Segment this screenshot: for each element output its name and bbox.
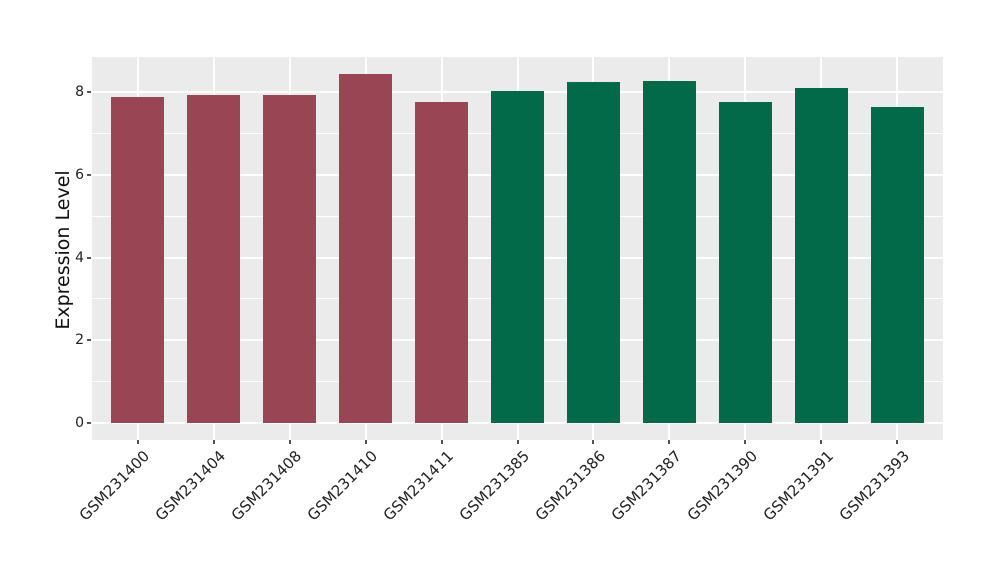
y-tick-mark xyxy=(87,91,91,94)
x-tick-label: GSM231386 xyxy=(531,447,610,525)
x-tick-label: GSM231385 xyxy=(455,447,534,525)
x-tick-label: GSM231400 xyxy=(75,447,154,525)
y-tick-mark xyxy=(87,339,91,342)
x-tick-label: GSM231393 xyxy=(835,447,914,525)
x-tick-label: GSM231408 xyxy=(227,447,306,525)
bar xyxy=(795,87,848,423)
x-tick-mark xyxy=(820,440,823,444)
y-tick-label: 0 xyxy=(75,414,84,431)
y-tick-label: 8 xyxy=(75,84,84,101)
bar xyxy=(491,90,544,423)
x-tick-mark xyxy=(212,440,215,444)
bar xyxy=(263,94,316,423)
bar xyxy=(339,73,392,423)
x-tick-label: GSM231391 xyxy=(759,447,838,525)
x-tick-label: GSM231390 xyxy=(683,447,762,525)
y-tick-mark xyxy=(87,256,91,259)
y-tick-mark xyxy=(87,421,91,424)
y-tick-label: 4 xyxy=(75,249,84,266)
x-tick-label: GSM231410 xyxy=(303,447,382,525)
x-tick-mark xyxy=(592,440,595,444)
bar xyxy=(643,80,696,423)
x-tick-label: GSM231411 xyxy=(379,447,458,525)
bar xyxy=(187,94,240,423)
x-tick-mark xyxy=(288,440,291,444)
bar xyxy=(415,102,468,423)
x-tick-mark xyxy=(440,440,443,444)
x-tick-mark xyxy=(364,440,367,444)
bars-layer xyxy=(92,57,943,440)
x-tick-label: GSM231387 xyxy=(607,447,686,525)
bar xyxy=(719,101,772,423)
bar xyxy=(111,96,164,423)
y-tick-label: 2 xyxy=(75,332,84,349)
x-tick-mark xyxy=(136,440,139,444)
x-tick-label: GSM231404 xyxy=(151,447,230,525)
bar xyxy=(871,107,924,423)
x-tick-mark xyxy=(744,440,747,444)
x-tick-mark xyxy=(516,440,519,444)
y-tick-label: 6 xyxy=(75,167,84,184)
x-tick-mark xyxy=(668,440,671,444)
y-tick-mark xyxy=(87,174,91,177)
plot-panel xyxy=(92,57,943,440)
x-tick-mark xyxy=(896,440,899,444)
bar xyxy=(567,82,620,423)
